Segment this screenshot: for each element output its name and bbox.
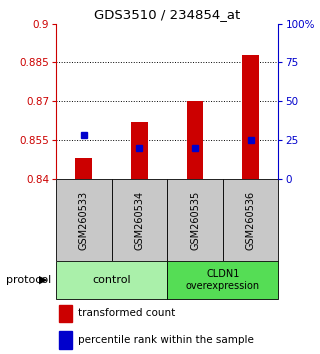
Text: transformed count: transformed count [78,308,176,318]
Bar [56,179,112,261]
Bar [59,331,72,348]
Text: control: control [92,275,131,285]
Text: percentile rank within the sample: percentile rank within the sample [78,335,254,345]
Bar [56,261,167,299]
Text: ▶: ▶ [39,275,47,285]
Bar [112,179,167,261]
Bar [76,158,92,179]
Title: GDS3510 / 234854_at: GDS3510 / 234854_at [94,8,240,21]
Text: protocol: protocol [6,275,52,285]
Bar [167,261,278,299]
Text: GSM260533: GSM260533 [79,190,89,250]
Bar [187,101,203,179]
Bar [59,304,72,322]
Bar [131,122,148,179]
Bar [242,55,259,179]
Bar [167,179,223,261]
Text: CLDN1
overexpression: CLDN1 overexpression [186,269,260,291]
Text: GSM260535: GSM260535 [190,190,200,250]
Text: GSM260536: GSM260536 [246,190,256,250]
Text: GSM260534: GSM260534 [134,190,144,250]
Bar [223,179,278,261]
